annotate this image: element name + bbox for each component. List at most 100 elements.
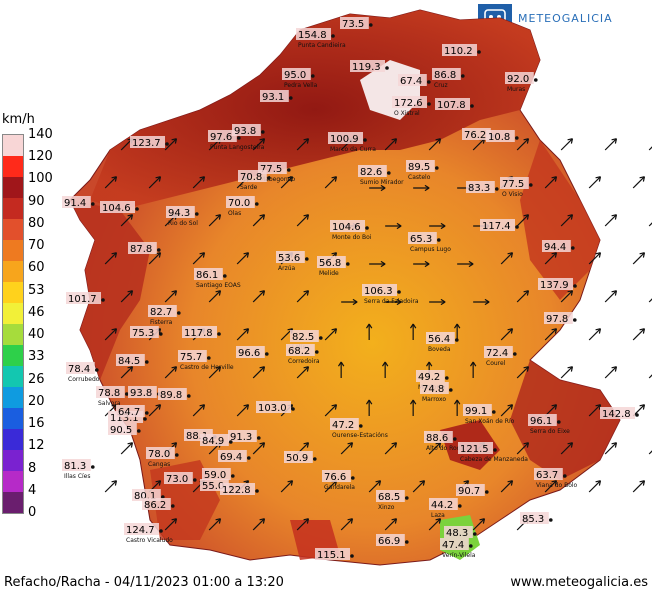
station-marker[interactable]: 93.8: [128, 386, 161, 399]
station-marker[interactable]: 48.3: [444, 526, 477, 539]
station-marker[interactable]: 73.0: [164, 472, 197, 485]
wind-arrow: [252, 366, 265, 379]
station-value: 69.4: [220, 452, 242, 463]
station-marker[interactable]: 50.9: [284, 451, 317, 464]
station-marker[interactable]: 101.7: [66, 292, 105, 305]
wind-arrow-head: [424, 260, 430, 268]
station-marker[interactable]: 107.8: [435, 98, 474, 111]
station-marker[interactable]: 90.7: [456, 484, 489, 497]
station-marker[interactable]: 86.2: [142, 498, 175, 511]
wind-arrow: [296, 518, 309, 531]
station-value: 154.8: [298, 30, 327, 41]
station-marker[interactable]: 117.8: [182, 326, 221, 339]
station-marker[interactable]: 93.8: [232, 124, 265, 137]
station-marker[interactable]: 67.4: [398, 74, 431, 87]
station-marker[interactable]: 87.8: [128, 242, 161, 255]
station-marker[interactable]: 75.3: [130, 326, 163, 339]
station-value-box: [96, 386, 125, 398]
station-marker[interactable]: 122.8: [220, 483, 259, 496]
station-dot: [369, 23, 373, 27]
wind-arrow: [588, 252, 601, 265]
legend-tick-label: 16: [28, 416, 45, 432]
station-marker[interactable]: 77.5O Visio: [500, 177, 533, 198]
station-marker[interactable]: 94.4: [542, 240, 575, 253]
station-marker[interactable]: 59.0: [202, 468, 235, 481]
station-marker[interactable]: 83.3: [466, 181, 499, 194]
station-marker[interactable]: 91.4: [62, 196, 95, 209]
station-marker[interactable]: 69.4: [218, 450, 251, 463]
station-marker[interactable]: 104.6: [100, 201, 139, 214]
station-value-box: [328, 132, 363, 144]
wind-arrow: [104, 480, 117, 493]
station-value: 123.7: [132, 138, 161, 149]
station-marker[interactable]: 137.9: [538, 278, 577, 291]
station-marker[interactable]: 85.3: [520, 512, 553, 525]
station-dot: [405, 496, 409, 500]
website-link[interactable]: www.meteogalicia.es: [510, 575, 648, 590]
wind-arrow: [516, 442, 529, 455]
station-marker[interactable]: 89.8: [158, 388, 191, 401]
station-marker[interactable]: 97.8: [544, 312, 577, 325]
station-marker[interactable]: 117.4: [480, 219, 519, 232]
station-marker[interactable]: 103.0: [256, 401, 295, 414]
station-marker[interactable]: 64.7: [116, 405, 149, 418]
station-marker[interactable]: 142.8: [600, 407, 639, 420]
wind-arrow-head: [639, 480, 646, 486]
station-marker[interactable]: 93.1: [260, 90, 293, 103]
station-marker[interactable]: 91.3: [228, 430, 261, 443]
station-marker[interactable]: 84.5: [116, 354, 149, 367]
station-marker[interactable]: 119.3: [350, 60, 389, 73]
wind-arrow: [500, 480, 513, 493]
station-marker[interactable]: 90.5: [108, 423, 141, 436]
station-marker[interactable]: 110.2: [442, 44, 481, 57]
station-value: 47.4: [442, 540, 464, 551]
station-marker[interactable]: 172.6O Xistral: [392, 96, 431, 117]
station-marker[interactable]: 115.1: [315, 548, 354, 561]
station-marker[interactable]: 73.5: [340, 17, 373, 30]
station-marker[interactable]: 96.6: [236, 346, 269, 359]
station-marker[interactable]: 123.7: [130, 136, 169, 149]
station-marker[interactable]: 66.9: [376, 534, 409, 547]
legend-swatch: [3, 240, 23, 261]
station-marker[interactable]: 10.8: [486, 130, 519, 143]
station-marker[interactable]: 84.9: [200, 434, 233, 447]
